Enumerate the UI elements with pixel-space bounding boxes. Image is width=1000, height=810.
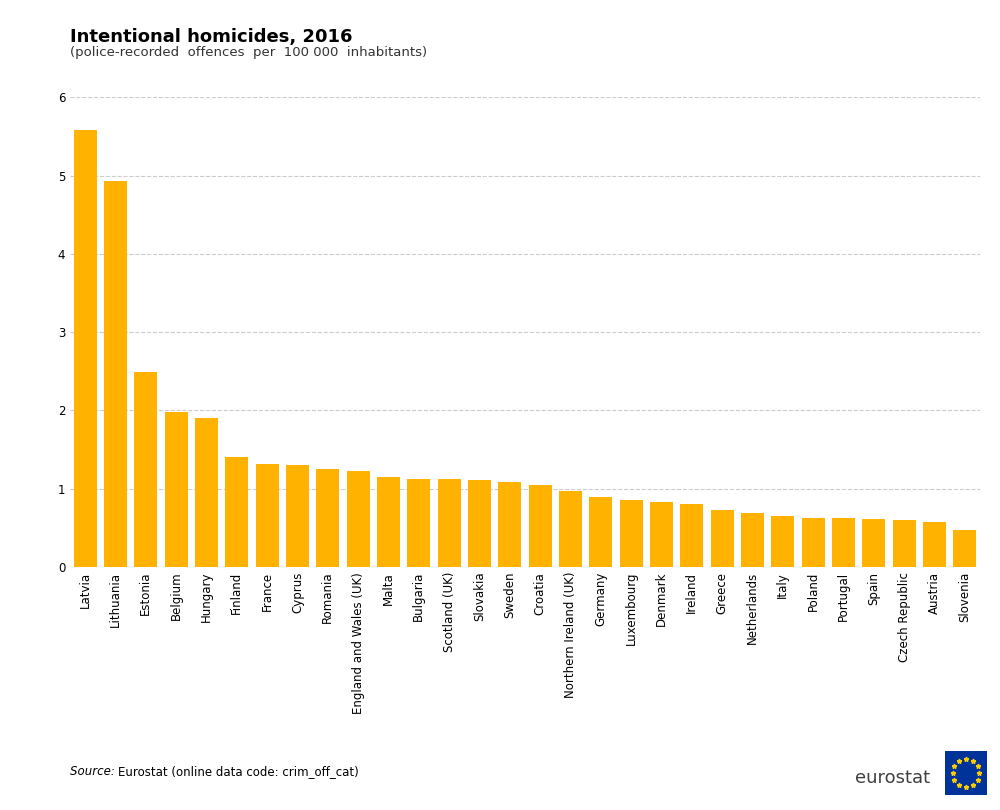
Bar xyxy=(407,479,430,567)
Bar xyxy=(862,519,885,567)
Bar xyxy=(589,497,612,567)
Bar xyxy=(741,513,764,567)
Bar xyxy=(498,483,521,567)
Bar xyxy=(832,518,855,567)
Bar xyxy=(134,372,157,567)
Bar xyxy=(256,464,279,567)
Bar xyxy=(680,505,703,567)
Bar xyxy=(104,181,127,567)
Bar xyxy=(438,480,461,567)
Bar xyxy=(316,469,339,567)
Bar xyxy=(195,418,218,567)
Bar xyxy=(468,480,491,567)
Bar xyxy=(953,531,976,567)
Bar xyxy=(771,516,794,567)
Bar xyxy=(711,509,734,567)
Bar xyxy=(802,518,825,567)
Text: Intentional homicides, 2016: Intentional homicides, 2016 xyxy=(70,28,352,46)
Bar xyxy=(893,520,916,567)
Bar xyxy=(286,465,309,567)
Bar xyxy=(74,130,97,567)
Bar xyxy=(377,477,400,567)
Text: Eurostat (online data code: crim_off_cat): Eurostat (online data code: crim_off_cat… xyxy=(118,765,359,778)
Text: Source:: Source: xyxy=(70,765,119,778)
Bar xyxy=(559,491,582,567)
Bar xyxy=(347,471,370,567)
Bar xyxy=(529,484,552,567)
Bar xyxy=(923,522,946,567)
Bar xyxy=(620,501,643,567)
Bar xyxy=(650,502,673,567)
Bar xyxy=(165,412,188,567)
Bar xyxy=(225,458,248,567)
Text: (police-recorded  offences  per  100 000  inhabitants): (police-recorded offences per 100 000 in… xyxy=(70,46,427,59)
Text: eurostat: eurostat xyxy=(855,770,930,787)
